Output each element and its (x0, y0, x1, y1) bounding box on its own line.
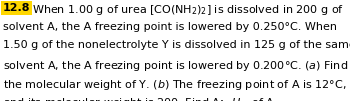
Text: the molecular weight of Y. ($b$) The freezing point of A is 12°C,: the molecular weight of Y. ($b$) The fre… (3, 78, 346, 92)
Text: When 1.00 g of urea [CO(NH$_2$)$_2$] is dissolved in 200 g of: When 1.00 g of urea [CO(NH$_2$)$_2$] is … (32, 3, 344, 17)
Text: and its molecular weight is 200. Find $\Delta_{\rm fus}H_{\rm m}$ of A.: and its molecular weight is 200. Find $\… (3, 96, 278, 101)
Text: 12.8: 12.8 (3, 3, 30, 13)
Text: solvent A, the A freezing point is lowered by 0.250°C. When: solvent A, the A freezing point is lower… (3, 22, 337, 32)
Text: solvent A, the A freezing point is lowered by 0.200°C. ($a$) Find: solvent A, the A freezing point is lower… (3, 59, 348, 73)
Text: 1.50 g of the nonelectrolyte Y is dissolved in 125 g of the same: 1.50 g of the nonelectrolyte Y is dissol… (3, 40, 350, 50)
